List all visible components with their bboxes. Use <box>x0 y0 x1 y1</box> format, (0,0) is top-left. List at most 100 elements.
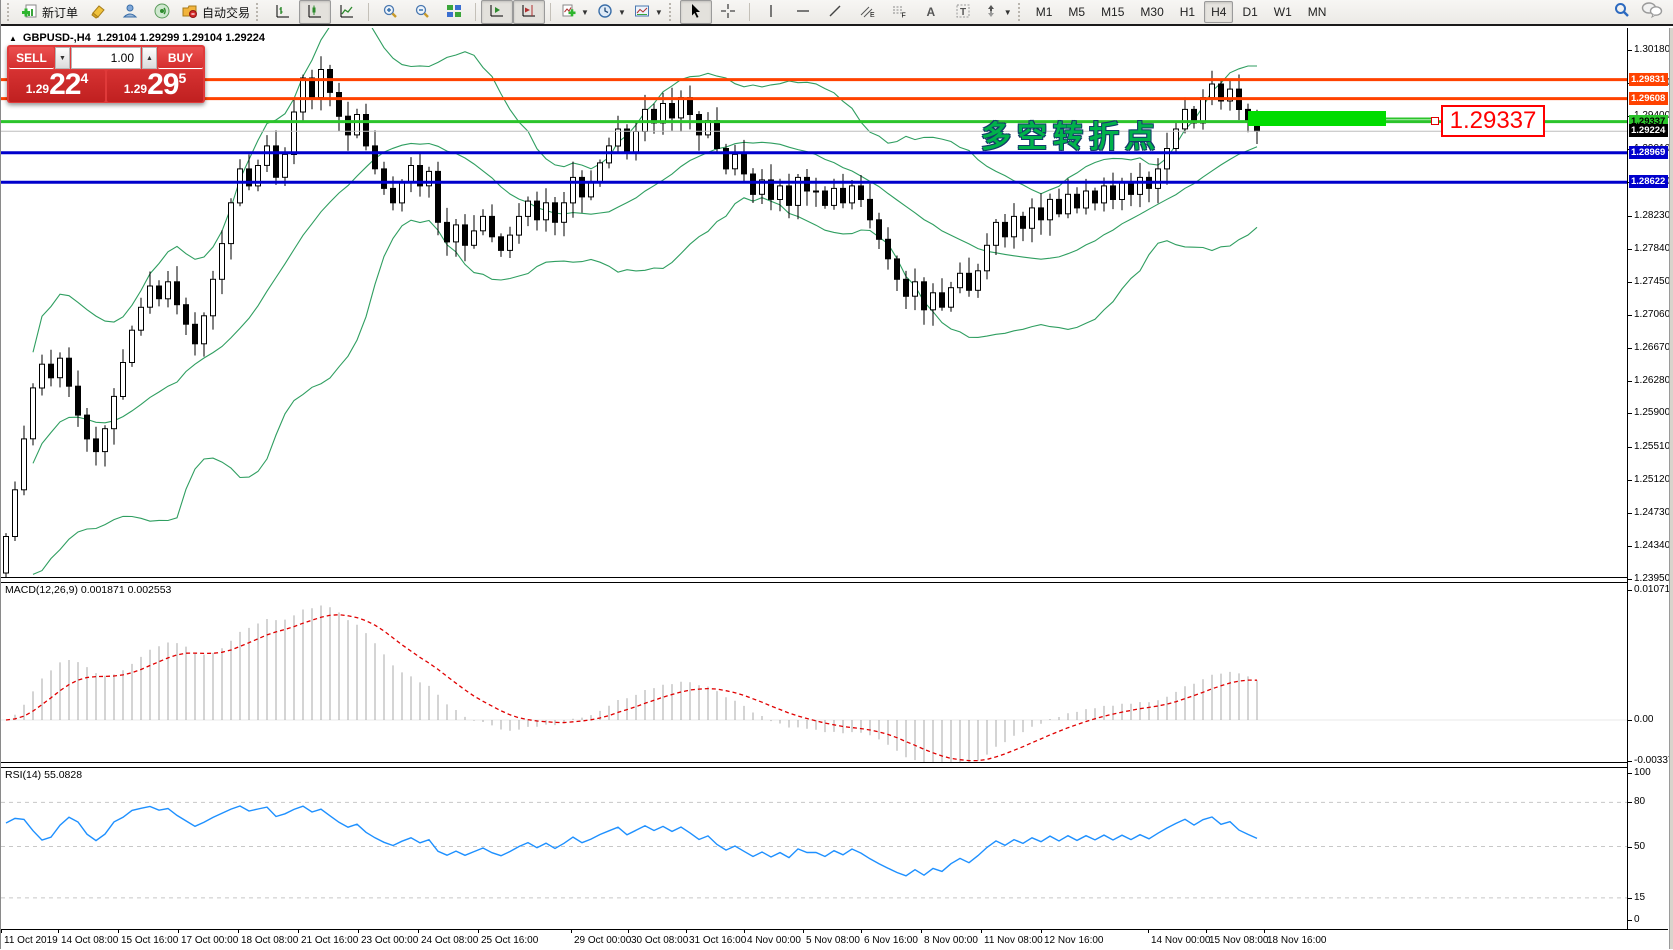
fibonacci-button[interactable]: F <box>883 0 915 24</box>
y-axis-label: 1.28230 <box>1634 210 1671 221</box>
tf-button-M1[interactable]: M1 <box>1035 5 1053 19</box>
chevron-down-icon: ▼ <box>617 7 626 17</box>
search-icon[interactable] <box>1613 1 1631 24</box>
tile-windows-button[interactable] <box>438 0 470 24</box>
text-button[interactable]: A <box>915 0 947 24</box>
tile-windows-icon <box>446 3 462 22</box>
new-order-icon <box>22 3 38 22</box>
macd-histogram <box>14 605 1258 762</box>
zoom-out-button[interactable] <box>406 0 438 24</box>
text-label-icon: T <box>955 3 971 22</box>
zoom-out-icon <box>414 3 430 22</box>
x-axis-label: 15 Oct 16:00 <box>121 935 179 946</box>
x-axis-tick <box>238 930 239 933</box>
channel-icon: E <box>859 3 875 22</box>
date-axis: 11 Oct 2019 14 Oct 08:00 15 Oct 16:00 17 Oc… <box>1 929 1668 950</box>
ohlc-values: 1.29104 1.29299 1.29104 1.29224 <box>96 32 265 44</box>
text-label-button[interactable]: T <box>947 0 979 24</box>
x-axis-label: 5 Nov 08:00 <box>806 935 860 946</box>
auto-scroll-button[interactable] <box>481 0 514 24</box>
volume-input[interactable]: 1.00 <box>71 47 141 69</box>
candlestick-chart-button[interactable] <box>299 0 332 24</box>
x-axis-label: 24 Oct 08:00 <box>421 935 479 946</box>
y-axis-tick <box>1628 348 1632 349</box>
zoom-in-button[interactable] <box>374 0 406 24</box>
y-axis-label: 1.27840 <box>1634 243 1671 254</box>
sell-button[interactable]: SELL <box>9 47 54 69</box>
y-axis-label: 1.27450 <box>1634 276 1671 287</box>
rsi-axis-label: 50 <box>1634 841 1646 852</box>
symbol-period-label: GBPUSD-,H4 <box>22 32 91 44</box>
tf-button-MN[interactable]: MN <box>1307 5 1327 19</box>
y-axis-tick <box>1628 50 1632 51</box>
signal-button[interactable] <box>146 0 178 24</box>
rsi-pane[interactable] <box>1 767 1627 929</box>
new-order-label: 新订单 <box>42 5 79 20</box>
price-pane[interactable] <box>1 28 1627 577</box>
rsi-axis-label: 80 <box>1634 796 1646 807</box>
eraser-icon <box>90 3 106 22</box>
trendline-button[interactable] <box>819 0 851 24</box>
sell-price-display[interactable]: 1.29 22 4 <box>9 70 105 102</box>
x-axis-label: 17 Oct 00:00 <box>181 935 239 946</box>
new-order-button[interactable]: 新订单 <box>18 0 82 24</box>
chevron-down-icon: ▼ <box>654 7 663 17</box>
macd-pane[interactable] <box>1 582 1627 762</box>
cursor-arrow-icon <box>688 3 704 22</box>
tf-button-M15[interactable]: M15 <box>1101 5 1125 19</box>
y-axis-label: 1.27060 <box>1634 309 1671 320</box>
crosshair-button[interactable] <box>712 0 744 24</box>
horizontal-line-button[interactable] <box>787 0 819 24</box>
cursor-button[interactable] <box>679 0 712 24</box>
eraser-button[interactable] <box>82 0 114 24</box>
price-level-tag: 1.28969 <box>1629 146 1668 159</box>
pane-separator[interactable] <box>1 577 1668 583</box>
toolbar-grip <box>668 3 676 21</box>
chart-window: 1.301801.297901.294001.290101.286201.282… <box>1 28 1673 950</box>
x-axis-label: 11 Oct 2019 <box>4 935 58 946</box>
buy-price-main: 29 <box>147 68 179 101</box>
x-axis-tick <box>803 930 804 933</box>
x-axis-tick <box>1206 930 1207 933</box>
collapse-panel-icon[interactable]: ▲ <box>9 33 17 43</box>
indicators-button[interactable]: ▼ <box>556 0 593 24</box>
volume-down-button[interactable]: ▼ <box>55 47 70 69</box>
tf-button-H1[interactable]: H1 <box>1179 5 1196 19</box>
tf-button-M30[interactable]: M30 <box>1140 5 1164 19</box>
bar-chart-button[interactable] <box>267 0 299 24</box>
periods-button[interactable]: ▼ <box>593 0 630 24</box>
templates-button[interactable]: ▼ <box>630 0 667 24</box>
x-axis-label: 14 Nov 00:00 <box>1151 935 1211 946</box>
chevron-down-icon: ▼ <box>1003 7 1012 17</box>
rsi-axis-label: 15 <box>1634 892 1646 903</box>
volume-up-button[interactable]: ▲ <box>142 47 157 69</box>
x-axis-label: 15 Nov 08:00 <box>1209 935 1269 946</box>
bollinger-middle-band <box>32 141 1258 464</box>
chart-annotation-text[interactable]: 多空转折点 <box>981 121 1161 154</box>
price-callout-box[interactable]: 1.29337 <box>1441 105 1545 137</box>
profile-button[interactable] <box>114 0 146 24</box>
chart-shift-icon <box>521 3 537 22</box>
line-chart-button[interactable] <box>331 0 363 24</box>
tf-button-D1[interactable]: D1 <box>1242 5 1258 19</box>
signal-icon <box>154 3 170 22</box>
tf-button-H4[interactable]: H4 <box>1204 1 1234 23</box>
autotrade-button[interactable]: 自动交易 <box>178 0 254 24</box>
chart-shift-button[interactable] <box>513 0 546 24</box>
pane-separator[interactable] <box>1 762 1668 768</box>
chat-icon[interactable] <box>1641 1 1663 24</box>
vertical-line-button[interactable] <box>755 0 787 24</box>
tf-button-W1[interactable]: W1 <box>1273 5 1292 19</box>
y-axis-tick <box>1628 282 1632 283</box>
bollinger-lower-band <box>32 197 1258 575</box>
tf-button-M5[interactable]: M5 <box>1068 5 1086 19</box>
crosshair-icon <box>720 3 736 22</box>
buy-button[interactable]: BUY <box>158 47 203 69</box>
arrows-button[interactable]: ▼ <box>979 0 1016 24</box>
macd-signal-line <box>5 614 1258 762</box>
clock-icon <box>597 3 613 22</box>
profile-icon <box>122 3 138 22</box>
buy-price-display[interactable]: 1.29 29 5 <box>107 70 203 102</box>
equidistant-channel-button[interactable]: E <box>851 0 883 24</box>
